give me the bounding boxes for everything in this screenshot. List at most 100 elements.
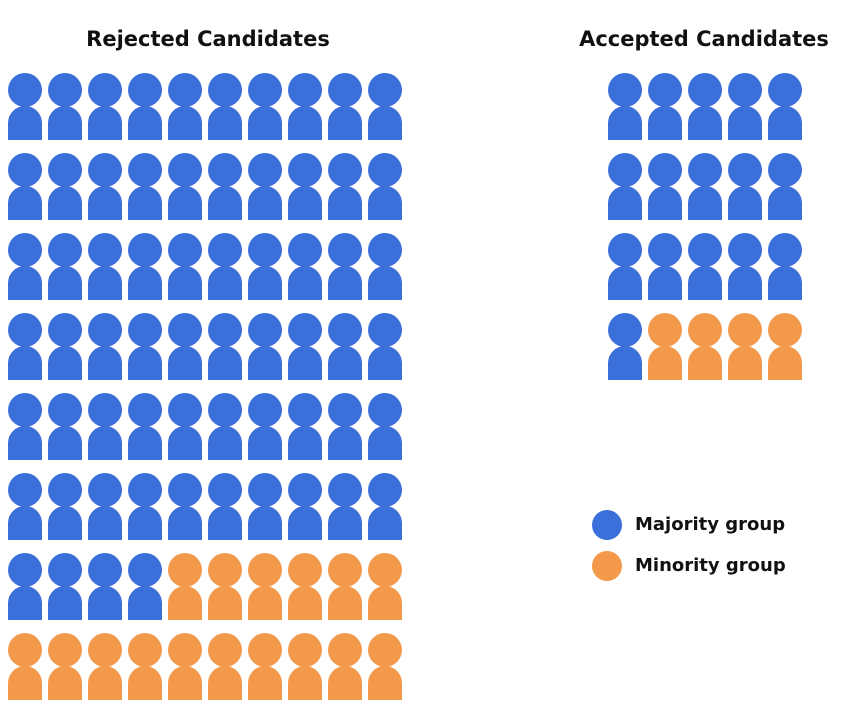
- icon-head: [168, 473, 202, 507]
- icon-body: [648, 106, 682, 140]
- icon-body: [328, 426, 362, 460]
- icon-body: [768, 186, 802, 220]
- icon-body: [128, 346, 162, 380]
- icon-body: [768, 266, 802, 300]
- icon-body: [48, 426, 82, 460]
- icon-body: [88, 186, 122, 220]
- icon-head: [48, 153, 82, 187]
- icon-head: [288, 73, 322, 107]
- icon-head: [288, 553, 322, 587]
- icon-head: [288, 313, 322, 347]
- icon-head: [88, 633, 122, 667]
- icon-head: [248, 313, 282, 347]
- icon-head: [688, 233, 722, 267]
- icon-head: [128, 473, 162, 507]
- icon-body: [328, 586, 362, 620]
- icon-body: [248, 186, 282, 220]
- icon-head: [48, 553, 82, 587]
- icon-body: [728, 106, 762, 140]
- icon-head: [48, 73, 82, 107]
- icon-body: [688, 186, 722, 220]
- icon-head: [168, 393, 202, 427]
- icon-body: [128, 106, 162, 140]
- icon-head: [208, 313, 242, 347]
- icon-head: [8, 393, 42, 427]
- legend-swatch: [592, 510, 622, 540]
- icon-body: [168, 426, 202, 460]
- icon-head: [48, 233, 82, 267]
- icon-head: [648, 233, 682, 267]
- icon-head: [128, 73, 162, 107]
- icon-head: [8, 313, 42, 347]
- icon-body: [288, 106, 322, 140]
- icon-body: [248, 586, 282, 620]
- icon-head: [608, 313, 642, 347]
- icon-head: [208, 633, 242, 667]
- icon-body: [368, 426, 402, 460]
- icon-head: [168, 553, 202, 587]
- icon-head: [8, 73, 42, 107]
- icon-body: [288, 586, 322, 620]
- icon-head: [368, 73, 402, 107]
- icon-head: [88, 233, 122, 267]
- icon-head: [128, 153, 162, 187]
- icon-body: [208, 426, 242, 460]
- icon-body: [288, 186, 322, 220]
- icon-head: [8, 233, 42, 267]
- icon-body: [288, 426, 322, 460]
- icon-head: [8, 153, 42, 187]
- icon-head: [328, 633, 362, 667]
- icon-head: [168, 313, 202, 347]
- icon-body: [48, 346, 82, 380]
- icon-body: [288, 266, 322, 300]
- icon-head: [128, 393, 162, 427]
- icon-head: [648, 313, 682, 347]
- icon-body: [8, 666, 42, 700]
- icon-body: [208, 186, 242, 220]
- icon-head: [128, 313, 162, 347]
- icon-head: [328, 73, 362, 107]
- icon-body: [48, 666, 82, 700]
- icon-head: [208, 73, 242, 107]
- icon-body: [128, 426, 162, 460]
- icon-body: [248, 266, 282, 300]
- icon-body: [208, 106, 242, 140]
- icon-head: [208, 393, 242, 427]
- icon-head: [728, 153, 762, 187]
- icon-body: [648, 266, 682, 300]
- panel-title: Accepted Candidates: [579, 27, 829, 51]
- icon-body: [728, 186, 762, 220]
- icon-head: [248, 233, 282, 267]
- icon-head: [368, 313, 402, 347]
- icon-body: [728, 266, 762, 300]
- icon-head: [368, 233, 402, 267]
- icon-body: [128, 186, 162, 220]
- icon-head: [88, 153, 122, 187]
- icon-head: [248, 73, 282, 107]
- icon-head: [208, 153, 242, 187]
- icon-body: [248, 666, 282, 700]
- icon-head: [728, 233, 762, 267]
- icon-body: [128, 586, 162, 620]
- icon-head: [208, 553, 242, 587]
- icon-head: [328, 553, 362, 587]
- icon-body: [288, 346, 322, 380]
- icon-head: [728, 313, 762, 347]
- icon-body: [688, 266, 722, 300]
- icon-head: [88, 553, 122, 587]
- icon-body: [328, 666, 362, 700]
- icon-head: [128, 553, 162, 587]
- icon-head: [368, 393, 402, 427]
- icon-body: [288, 666, 322, 700]
- icon-head: [768, 233, 802, 267]
- icon-head: [168, 73, 202, 107]
- icon-body: [128, 506, 162, 540]
- icon-head: [48, 313, 82, 347]
- icon-body: [168, 506, 202, 540]
- icon-body: [728, 346, 762, 380]
- legend-swatch: [592, 551, 622, 581]
- icon-head: [328, 153, 362, 187]
- icon-head: [288, 393, 322, 427]
